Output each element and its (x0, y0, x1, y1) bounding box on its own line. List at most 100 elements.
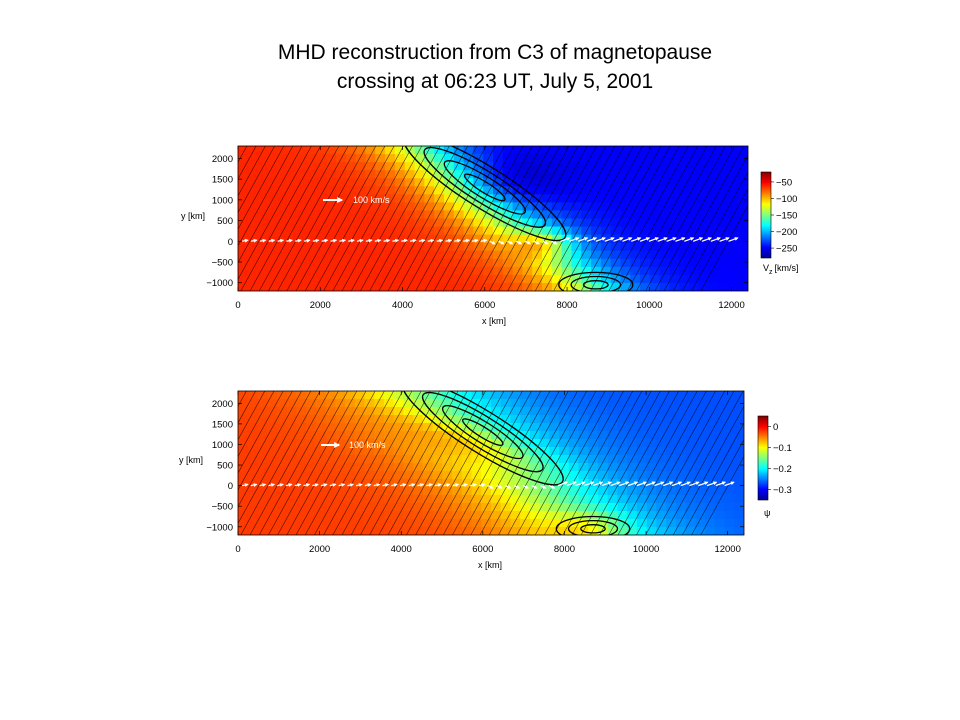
colorbar-label: Vz [km/s] (763, 263, 799, 276)
color-cell (689, 242, 700, 252)
color-cell (578, 415, 589, 424)
color-cell (708, 234, 720, 244)
color-cell (669, 274, 680, 284)
field-line (599, 391, 680, 535)
field-line (84, 391, 163, 535)
field-line (238, 391, 312, 524)
color-cell (708, 266, 720, 276)
color-cell (452, 527, 463, 535)
velocity-vector (417, 483, 425, 487)
field-line (433, 391, 514, 535)
color-cell (296, 266, 308, 276)
color-cell (452, 471, 463, 480)
color-cell (335, 439, 346, 448)
color-cell (695, 487, 706, 496)
color-cell (669, 170, 680, 179)
color-cell (718, 218, 729, 228)
color-cell (630, 146, 641, 155)
color-cell (532, 146, 543, 155)
color-cell (502, 210, 514, 220)
color-cell (325, 407, 336, 416)
color-cell (316, 202, 327, 212)
color-cell (532, 178, 543, 187)
color-cell (364, 495, 375, 504)
color-cell (571, 226, 582, 236)
color-cell (326, 266, 337, 276)
color-cell (306, 495, 317, 504)
color-cell (413, 487, 424, 496)
color-cell (404, 202, 416, 212)
color-cell (315, 415, 327, 424)
velocity-vector (692, 237, 704, 242)
velocity-vector (487, 485, 494, 489)
color-cell (257, 455, 268, 464)
color-cell (355, 154, 367, 163)
color-cell (705, 471, 716, 480)
color-cell (510, 487, 521, 496)
color-cell (325, 399, 336, 408)
color-cell (257, 242, 269, 252)
color-cell (424, 258, 435, 268)
color-cell (424, 226, 435, 236)
color-cell (561, 154, 573, 163)
color-cell (607, 479, 619, 488)
color-cell (656, 463, 667, 472)
color-cell (422, 495, 434, 504)
color-cell (247, 511, 259, 520)
velocity-vector (320, 483, 328, 487)
color-cell (463, 274, 474, 284)
color-cell (424, 234, 435, 244)
color-cell (306, 471, 317, 480)
color-cell (685, 463, 696, 472)
color-cell (532, 266, 543, 276)
color-cell (491, 511, 502, 520)
color-cell (422, 439, 434, 448)
field-line (645, 391, 726, 535)
field-line (238, 146, 312, 280)
color-cell (365, 162, 376, 171)
color-cell (403, 495, 414, 504)
color-cell (549, 503, 560, 512)
color-cell (375, 234, 386, 244)
color-cell (335, 527, 346, 535)
velocity-vector (689, 481, 700, 487)
color-cell (600, 266, 612, 276)
color-cell (571, 146, 582, 155)
color-cell (705, 519, 716, 528)
color-cell (325, 439, 336, 448)
color-cell (714, 455, 726, 464)
color-cell (325, 527, 336, 535)
color-cell (257, 399, 268, 408)
color-cell (355, 186, 367, 195)
color-cell (375, 170, 386, 179)
color-cell (539, 415, 550, 424)
color-cell (640, 274, 651, 284)
color-cell (443, 146, 455, 155)
field-line (562, 146, 643, 291)
color-cell (345, 266, 357, 276)
color-cell (718, 186, 729, 195)
color-cell (336, 146, 347, 155)
color-cell (705, 511, 716, 520)
color-cell (355, 266, 367, 276)
velocity-vector (701, 237, 713, 242)
color-cell (708, 170, 720, 179)
color-cell (315, 423, 327, 432)
y-axis-label: y [km] (181, 211, 205, 221)
color-cell (666, 431, 677, 440)
color-cell (296, 511, 307, 520)
color-cell (607, 447, 619, 456)
field-line (48, 391, 127, 535)
color-cell (403, 447, 414, 456)
color-cell (355, 226, 367, 236)
color-cell (617, 431, 628, 440)
velocity-vector (241, 483, 249, 487)
color-cell (375, 218, 386, 228)
color-cell (365, 282, 376, 291)
color-cell (520, 471, 531, 480)
color-cell (578, 391, 589, 400)
x-axis-label: x [km] (482, 316, 506, 326)
color-cell (335, 519, 346, 528)
color-cell (443, 202, 455, 212)
color-cell (568, 439, 580, 448)
